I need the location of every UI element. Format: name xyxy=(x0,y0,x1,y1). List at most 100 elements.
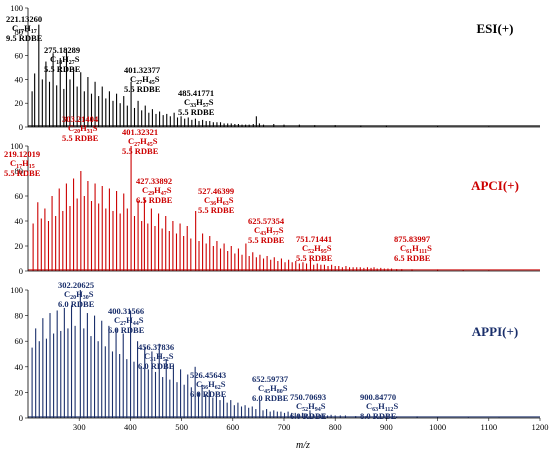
annotation-formula: C18H27S xyxy=(50,54,80,66)
annotation-formula: C29H47S xyxy=(142,185,172,197)
x-tick-label: 800 xyxy=(329,422,342,432)
annotation-rdbe: 5.5 RDBE xyxy=(178,107,215,117)
y-tick-label: 40 xyxy=(15,74,24,84)
x-tick-label: 1200 xyxy=(532,422,549,432)
annotation-rdbe: 6.5 RDBE xyxy=(136,195,173,205)
y-tick-label: 20 xyxy=(15,241,24,251)
annotation-rdbe: 6.0 RDBE xyxy=(252,393,289,403)
annotation-mass: 625.57354 xyxy=(248,216,285,226)
annotation-mass: 750.70693 xyxy=(290,392,326,402)
spectrum-peaks xyxy=(31,24,490,127)
annotation-formula: C45H80S xyxy=(258,383,288,395)
annotation-mass: 900.84770 xyxy=(360,392,396,402)
y-tick-label: 60 xyxy=(15,336,24,346)
annotation-rdbe: 9.5 RDBE xyxy=(6,33,43,43)
annotation-formula: C61H111S xyxy=(400,243,432,255)
panel-title: APCI(+) xyxy=(471,178,519,193)
annotation-rdbe: 6.0 RDBE xyxy=(190,389,227,399)
x-axis: 300 400 500 600 700 800 900 1000 1100 1200 xyxy=(73,418,549,432)
annotation-rdbe: 5.5 RDBE xyxy=(4,168,41,178)
annotation-mass: 527.46399 xyxy=(198,186,234,196)
annotation-mass: 401.32377 xyxy=(124,65,161,75)
baseline-noise xyxy=(28,269,540,271)
annotation-rdbe: 5.5 RDBE xyxy=(248,235,285,245)
y-tick-label: 100 xyxy=(10,141,23,151)
x-tick-label: 300 xyxy=(73,422,86,432)
annotation-formula: C52H94S xyxy=(296,401,326,413)
annotation-mass: 400.31566 xyxy=(108,306,144,316)
annotation-formula: C33H57S xyxy=(184,97,214,109)
annotation-mass: 221.13260 xyxy=(6,14,42,24)
baseline-noise xyxy=(28,125,540,127)
x-tick-label: 700 xyxy=(278,422,291,432)
annotation-rdbe: 6.5 RDBE xyxy=(394,253,431,263)
panel-title: ESI(+) xyxy=(476,21,513,36)
y-tick-label: 100 xyxy=(10,285,23,295)
annotation-rdbe: 5.5 RDBE xyxy=(198,205,235,215)
annotation-formula: C20H31S xyxy=(68,123,98,135)
annotation-formula: C36H63S xyxy=(204,195,234,207)
panel-title: APPI(+) xyxy=(472,324,518,339)
annotation-mass: 652.59737 xyxy=(252,374,289,384)
x-tick-label: 600 xyxy=(226,422,239,432)
annotation-rdbe: 6.0 RDBE xyxy=(108,325,145,335)
y-tick-label: 40 xyxy=(15,362,24,372)
y-tick-label: 20 xyxy=(15,98,24,108)
annotation-mass: 219.12019 xyxy=(4,149,40,159)
y-tick-label: 0 xyxy=(19,413,23,423)
annotation-rdbe: 8.0 RDBE xyxy=(360,411,397,421)
annotation-rdbe: 5.5 RDBE xyxy=(44,64,81,74)
x-tick-label: 1000 xyxy=(429,422,446,432)
annotation-mass: 526.45643 xyxy=(190,370,226,380)
y-tick-label: 100 xyxy=(10,3,23,13)
x-tick-label: 400 xyxy=(124,422,137,432)
annotation-mass: 427.33892 xyxy=(136,176,172,186)
annotation-formula: C27H44S xyxy=(114,315,144,327)
annotation-rdbe: 6.0 RDBE xyxy=(290,411,327,421)
annotation-formula: C17H17 xyxy=(12,23,37,35)
annotation-rdbe: 5.5 RDBE xyxy=(124,84,161,94)
annotation-formula: C31H52S xyxy=(144,351,174,363)
annotation-mass: 302.20625 xyxy=(58,280,94,290)
x-axis-label: m/z xyxy=(296,440,310,451)
annotation-mass: 303.21404 xyxy=(62,114,99,124)
annotation-mass: 751.71441 xyxy=(296,234,332,244)
y-tick-label: 80 xyxy=(15,27,24,37)
annotation-mass: 275.18289 xyxy=(44,45,80,55)
annotation-rdbe: 6.0 RDBE xyxy=(58,299,95,309)
y-tick-label: 0 xyxy=(19,266,23,276)
annotation-formula: C63H112S xyxy=(366,401,398,413)
annotation-formula: C27H45S xyxy=(130,74,160,86)
annotation-formula: C36H62S xyxy=(196,379,226,391)
annotation-rdbe: 5.5 RDBE xyxy=(122,146,159,156)
annotation-rdbe: 5.5 RDBE xyxy=(296,253,333,263)
y-tick-label: 80 xyxy=(15,311,24,321)
spectrum-peaks xyxy=(31,290,500,418)
y-tick-label: 80 xyxy=(15,166,24,176)
x-tick-label: 900 xyxy=(380,422,393,432)
annotation-mass: 485.41771 xyxy=(178,88,214,98)
y-tick-label: 20 xyxy=(15,387,24,397)
annotation-formula: C27H45S xyxy=(128,136,158,148)
annotation-formula: C20H30S xyxy=(64,289,94,301)
annotation-mass: 875.83997 xyxy=(394,234,431,244)
annotation-rdbe: 6.0 RDBE xyxy=(138,361,175,371)
annotation-mass: 456.37836 xyxy=(138,342,174,352)
